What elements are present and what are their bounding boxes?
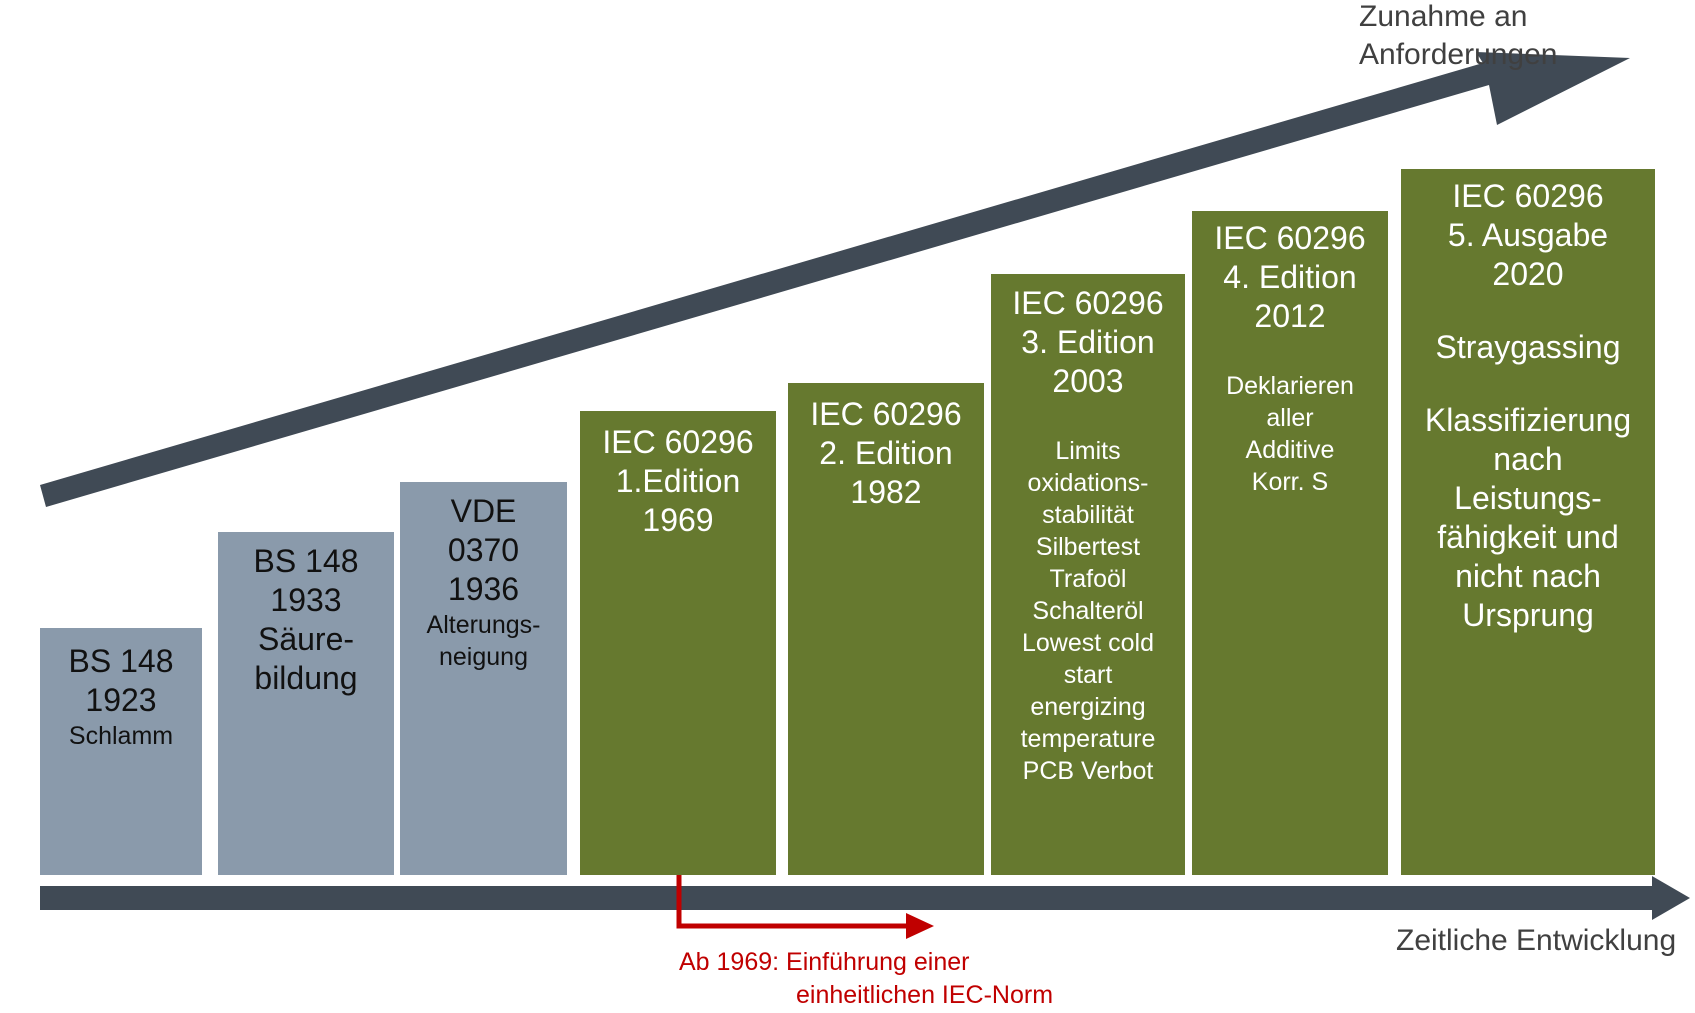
time-axis-label: Zeitliche Entwicklung xyxy=(1396,924,1677,957)
block-iec-1969: IEC 60296 1.Edition 1969 xyxy=(580,411,776,875)
block-text-line: IEC 60296 xyxy=(1012,285,1164,321)
block-bs148-1923: BS 148 1923 Schlamm xyxy=(40,628,202,875)
block-text-line: 5. Ausgabe xyxy=(1447,217,1609,253)
block-text-line: Schalteröl xyxy=(1032,597,1144,625)
increase-label-top: Zunahme an xyxy=(1359,0,1528,33)
block-text-line: Ursprung xyxy=(1462,597,1594,633)
requirements-arrow xyxy=(40,52,1630,507)
block-text-line: 4. Edition xyxy=(1223,259,1357,295)
block-text-line: IEC 60296 xyxy=(1214,220,1366,256)
increase-label-bottom: Anforderungen xyxy=(1359,38,1558,71)
block-text-line: 1969 xyxy=(642,502,714,538)
block-text-line: Korr. S xyxy=(1251,468,1329,496)
block-text-line: oxidations- xyxy=(1027,469,1149,497)
block-text-line: 0370 xyxy=(447,532,520,568)
block-text-line: Trafoöl xyxy=(1049,565,1127,593)
iec-introduction-arrowhead xyxy=(906,913,934,939)
iec-introduction-note-line1: Ab 1969: Einführung einer xyxy=(679,948,970,976)
iec-introduction-note-line2: einheitlichen IEC-Norm xyxy=(796,981,1054,1009)
block-text-line: Lowest cold xyxy=(1021,629,1155,657)
block-text-line: energizing xyxy=(1030,693,1146,721)
block-text-line: Additive xyxy=(1245,436,1335,464)
block-iec-2020: IEC 60296 5. Ausgabe 2020 Straygassing Klass… xyxy=(1401,169,1655,875)
block-text-line: BS 148 xyxy=(68,643,174,679)
iec-introduction-connector xyxy=(676,866,910,929)
block-text-line: 1936 xyxy=(447,571,520,607)
block-text-line: Limits xyxy=(1055,437,1121,465)
block-text-line: Deklarieren xyxy=(1226,372,1354,400)
block-text-line: Schlamm xyxy=(68,722,174,750)
block-text-line: BS 148 xyxy=(253,543,359,579)
block-text-line: 2003 xyxy=(1052,363,1124,399)
block-text-line: start xyxy=(1063,661,1113,689)
block-bs148-1933: BS 148 1933 Säure-bildung xyxy=(218,532,394,875)
block-text-line: 1.Edition xyxy=(615,463,741,499)
block-text-line: stabilität xyxy=(1042,501,1134,529)
block-text-line: 2. Edition xyxy=(819,435,953,471)
block-text-line: Leistungs- xyxy=(1454,480,1602,516)
block-iec-2003: IEC 60296 3. Edition 2003 Limits oxidations-… xyxy=(991,274,1185,875)
block-iec-2012: IEC 60296 4. Edition 2012 Deklarieren aller A… xyxy=(1192,211,1388,875)
time-axis-arrow xyxy=(40,876,1690,920)
block-text-line: aller xyxy=(1266,404,1314,432)
block-text-line: 3. Edition xyxy=(1021,324,1155,360)
block-iec-1982: IEC 60296 2. Edition 1982 xyxy=(788,383,984,875)
block-text-line: 2020 xyxy=(1492,256,1564,292)
block-text-line: Klassifizierung xyxy=(1424,402,1632,438)
block-text-line: neigung xyxy=(439,643,528,671)
block-text-line: 1982 xyxy=(850,474,922,510)
block-text-line: VDE xyxy=(450,493,517,529)
block-text-line: Säure- xyxy=(257,621,355,657)
block-text-line: nicht nach xyxy=(1455,558,1601,594)
block-text-line: 2012 xyxy=(1254,298,1326,334)
block-text-line: Silbertest xyxy=(1035,533,1141,561)
block-text-line: Straygassing xyxy=(1435,329,1621,365)
block-text-line: IEC 60296 xyxy=(1452,178,1604,214)
block-text-line: PCB Verbot xyxy=(1022,757,1154,785)
block-vde0370-1936: VDE 0370 1936 Alterungs-neigung xyxy=(400,482,567,875)
block-text-line: 1923 xyxy=(85,682,157,718)
block-text-line: bildung xyxy=(254,660,358,696)
block-text-line: 1933 xyxy=(270,582,342,618)
block-text-line: IEC 60296 xyxy=(602,424,754,460)
block-text-line: Alterungs- xyxy=(426,611,541,639)
block-text-line: nach xyxy=(1493,441,1563,477)
block-text-line: IEC 60296 xyxy=(810,396,962,432)
block-text-line: temperature xyxy=(1020,725,1156,753)
block-text-line: fähigkeit und xyxy=(1437,519,1619,555)
